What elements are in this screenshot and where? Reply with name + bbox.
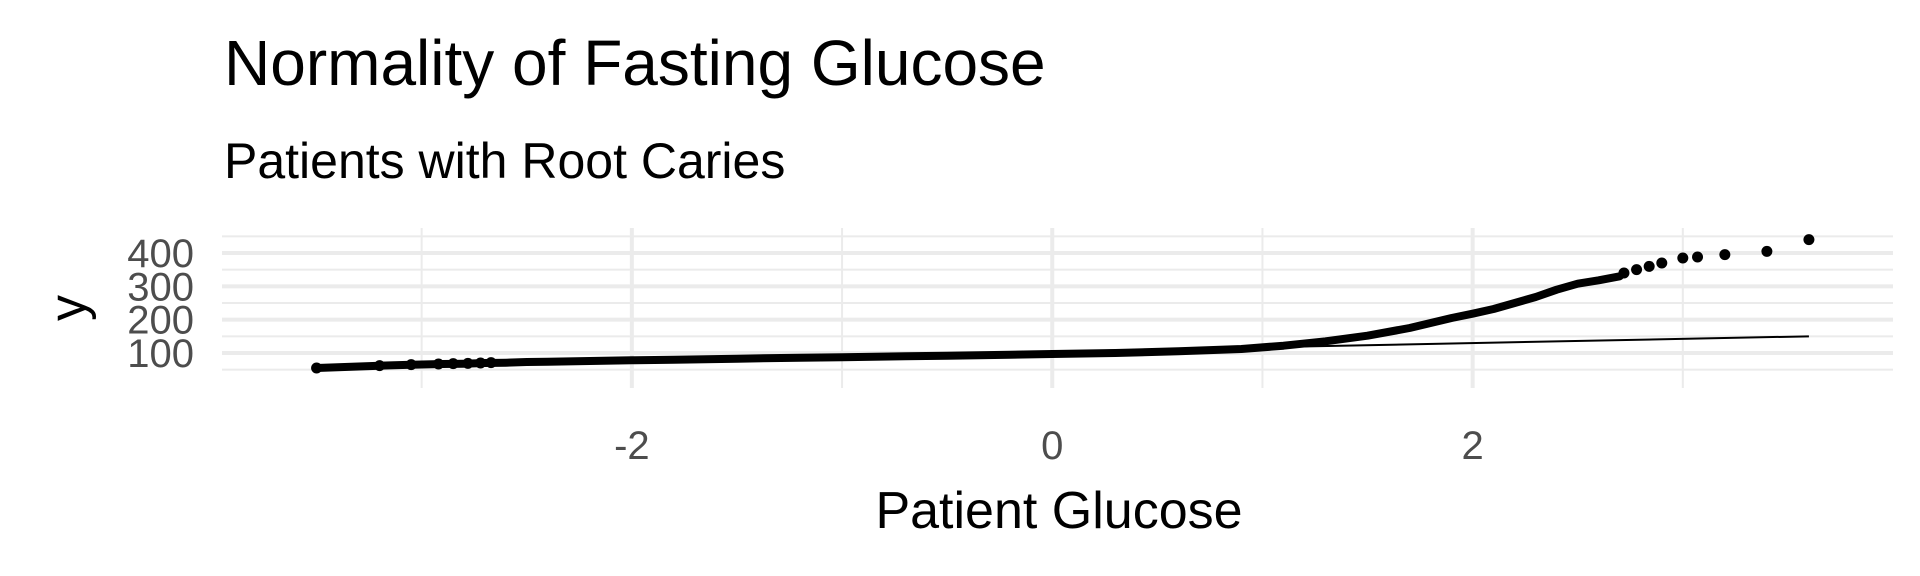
y-tick-label: 400 (127, 232, 194, 276)
data-point (1631, 264, 1643, 276)
reference-line (316, 335, 1809, 368)
y-tick-label: 300 (127, 265, 194, 309)
data-point (485, 357, 497, 369)
x-tick-label: 0 (1041, 424, 1063, 468)
data-point (1719, 249, 1731, 261)
data-point (374, 360, 386, 372)
data-point (311, 362, 323, 374)
y-tick-label: 100 (127, 332, 194, 376)
x-axis-label: Patient Glucose (875, 482, 1242, 540)
x-tick-label: -2 (614, 424, 650, 468)
data-point (1692, 251, 1704, 263)
chart-subtitle: Patients with Root Caries (224, 133, 785, 189)
data-point (1643, 260, 1655, 272)
data-point (462, 357, 474, 369)
data-point (475, 357, 487, 369)
y-axis-label: y (39, 295, 97, 321)
data-point (1803, 234, 1815, 246)
data-point (1656, 257, 1668, 269)
chart-title: Normality of Fasting Glucose (224, 27, 1046, 99)
data-point (447, 358, 459, 370)
data-point (405, 359, 417, 371)
x-tick-label: 2 (1461, 424, 1483, 468)
data-point (1618, 267, 1630, 279)
data-point (1677, 252, 1689, 264)
data-point (1761, 245, 1773, 257)
data-point (432, 358, 444, 370)
y-tick-label: 200 (127, 299, 194, 343)
